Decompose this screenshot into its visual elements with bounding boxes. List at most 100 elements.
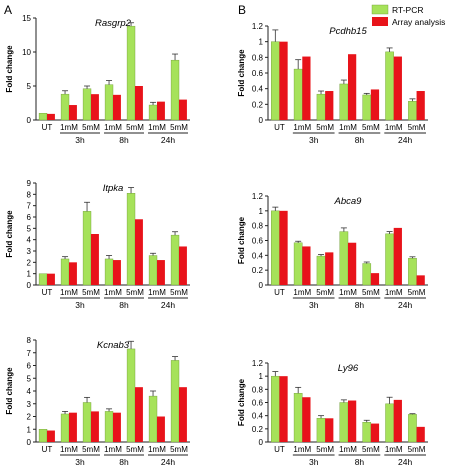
bar-array: [69, 262, 77, 285]
x-tick-label: 5mM: [170, 123, 188, 132]
y-tick-label: 0.4: [252, 85, 264, 94]
x-tick-label: 1mM: [148, 288, 166, 297]
x-tick-label: 5mM: [170, 288, 188, 297]
x-tick-label: 5mM: [82, 288, 100, 297]
chart-title: Rasgrp2: [95, 18, 132, 29]
bar-rt-pcr: [362, 94, 372, 121]
y-tick-label: 6: [27, 362, 32, 371]
bar-rt-pcr: [148, 395, 158, 443]
bar-rt-pcr: [126, 25, 136, 121]
bar-array: [279, 210, 288, 285]
bar-rt-pcr: [271, 375, 280, 443]
time-group-label: 3h: [75, 300, 85, 310]
time-group-label: 3h: [75, 135, 85, 145]
bar-rt-pcr: [38, 273, 48, 286]
chart-0: 0 5 10 15 Fold change Rasgrp2 UT 1mM 5mM 1mM 5mM 1m…: [5, 14, 190, 145]
y-tick-label: 8: [27, 336, 32, 345]
bar-rt-pcr: [293, 393, 303, 443]
y-tick-label: 0: [27, 116, 32, 125]
x-tick-label: 1mM: [339, 445, 357, 454]
y-tick-label: 1: [259, 372, 264, 381]
x-tick-label: 5mM: [82, 445, 100, 454]
x-tick-label: 5mM: [362, 288, 380, 297]
x-tick-label: 1mM: [293, 445, 311, 454]
bar-rt-pcr: [148, 104, 158, 121]
y-tick-label: 1.2: [252, 192, 264, 201]
y-tick-label: 8: [27, 190, 32, 199]
bar-array: [69, 412, 77, 442]
chart-title: Abca9: [334, 196, 363, 207]
bar-rt-pcr: [362, 422, 372, 443]
time-group-label: 8h: [355, 457, 365, 467]
bar-rt-pcr: [60, 258, 70, 286]
bar-rt-pcr: [316, 418, 326, 443]
time-group-label: 24h: [398, 135, 412, 145]
bar-rt-pcr: [104, 258, 114, 286]
y-tick-label: 5: [27, 224, 32, 233]
time-group-label: 8h: [119, 135, 129, 145]
y-tick-label: 3: [27, 400, 32, 409]
y-tick-label: 6: [27, 213, 32, 222]
bar-rt-pcr: [293, 242, 303, 286]
bar-array: [113, 412, 121, 442]
bar-rt-pcr: [339, 83, 349, 121]
x-tick-label: 5mM: [126, 288, 144, 297]
bar-array: [179, 246, 187, 285]
time-group-label: 3h: [309, 300, 319, 310]
bar-array: [157, 260, 165, 285]
bar-rt-pcr: [82, 211, 92, 286]
bar-rt-pcr: [82, 88, 92, 121]
y-tick-label: 7: [27, 202, 32, 211]
chart-4: 0 0.2 0.4 0.6 0.8 1 1.2 Fold change Abca9 UT 1mM 5m…: [237, 192, 428, 310]
time-group-label: 8h: [119, 457, 129, 467]
x-tick-label: 5mM: [408, 445, 426, 454]
y-tick-label: 2: [27, 258, 32, 267]
legend: RT-PCR Array analysis: [371, 4, 445, 27]
chart-title: Kcnab3: [97, 340, 130, 351]
y-tick-label: 10: [22, 48, 31, 57]
time-group-label: 3h: [309, 457, 319, 467]
bar-rt-pcr: [271, 41, 280, 121]
x-tick-label: 1mM: [293, 288, 311, 297]
time-group-label: 3h: [75, 457, 85, 467]
y-tick-label: 7: [27, 349, 32, 358]
bar-array: [113, 94, 121, 120]
bar-array: [135, 219, 143, 285]
bar-rt-pcr: [126, 192, 136, 286]
bar-rt-pcr: [408, 100, 417, 121]
bar-array: [157, 416, 165, 442]
y-tick-label: 1: [27, 425, 32, 434]
x-tick-label: 1mM: [60, 123, 78, 132]
time-group-label: 24h: [398, 300, 412, 310]
x-tick-label: 1mM: [104, 123, 122, 132]
y-tick-label: 0.8: [252, 222, 264, 231]
bar-rt-pcr: [316, 93, 326, 121]
bar-rt-pcr: [408, 414, 417, 443]
y-tick-label: 1: [27, 270, 32, 279]
bar-rt-pcr: [293, 68, 303, 121]
bar-rt-pcr: [339, 231, 349, 286]
x-tick-label: 5mM: [316, 445, 334, 454]
bar-rt-pcr: [170, 59, 180, 121]
x-tick-label: 1mM: [148, 123, 166, 132]
bar-array: [91, 234, 99, 285]
bar-rt-pcr: [60, 93, 70, 121]
y-tick-label: 1.2: [252, 22, 264, 31]
bar-rt-pcr: [339, 402, 349, 443]
y-tick-label: 0.8: [252, 53, 264, 62]
bar-rt-pcr: [271, 210, 280, 286]
y-axis-label: Fold change: [5, 45, 14, 93]
y-tick-label: 5: [27, 374, 32, 383]
bar-array: [416, 275, 425, 285]
bar-rt-pcr: [408, 258, 417, 286]
y-tick-label: 2: [27, 413, 32, 422]
x-tick-label: 5mM: [170, 445, 188, 454]
bar-array: [69, 105, 77, 120]
time-group-label: 24h: [161, 457, 175, 467]
x-tick-label: 5mM: [126, 445, 144, 454]
y-tick-label: 1.2: [252, 359, 264, 368]
y-tick-label: 9: [27, 179, 32, 188]
x-tick-label: 5mM: [316, 288, 334, 297]
time-group-label: 24h: [161, 135, 175, 145]
